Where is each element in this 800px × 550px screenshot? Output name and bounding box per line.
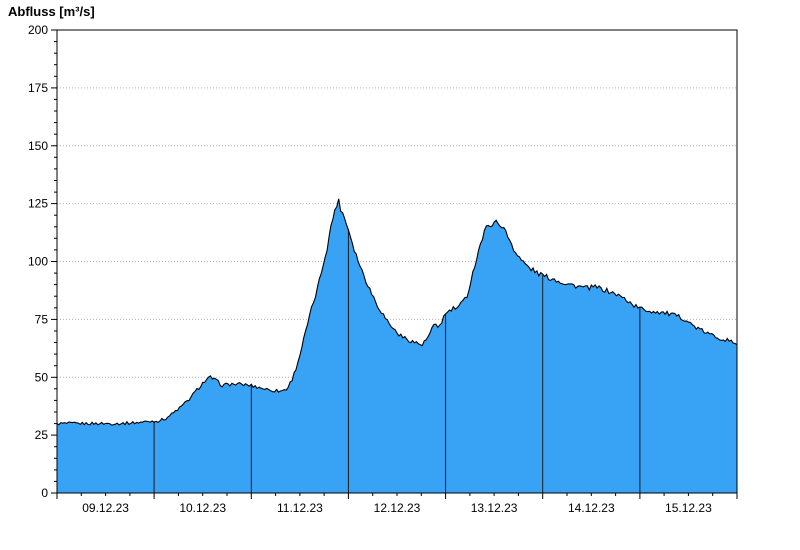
y-tick-label: 150 [28,139,48,153]
y-tick-label: 175 [28,81,48,95]
x-tick-label: 15.12.23 [665,501,712,515]
y-tick-label: 25 [35,428,49,442]
discharge-line [56,198,738,426]
y-tick-label: 200 [28,23,48,37]
x-tick-label: 09.12.23 [82,501,129,515]
x-tick-label: 14.12.23 [568,501,615,515]
x-tick-label: 10.12.23 [179,501,226,515]
x-tick-label: 11.12.23 [277,501,323,515]
day-divider-lines [153,229,641,493]
discharge-area [57,198,737,493]
y-tick-label: 0 [41,486,48,500]
x-axis: 09.12.23 10.12.23 11.12.23 12.12.23 13.12.23… [56,493,738,515]
y-tick-label: 50 [35,370,49,384]
x-tick-label: 13.12.23 [471,501,518,515]
y-tick-label: 125 [28,197,48,211]
y-tick-label: 100 [28,255,48,269]
x-tick-label: 12.12.23 [374,501,421,515]
y-tick-label: 75 [35,312,49,326]
chart-title: Abfluss [m³/s] [8,4,95,19]
y-axis: 0 25 50 75 100 125 150 175 200 [28,23,57,500]
